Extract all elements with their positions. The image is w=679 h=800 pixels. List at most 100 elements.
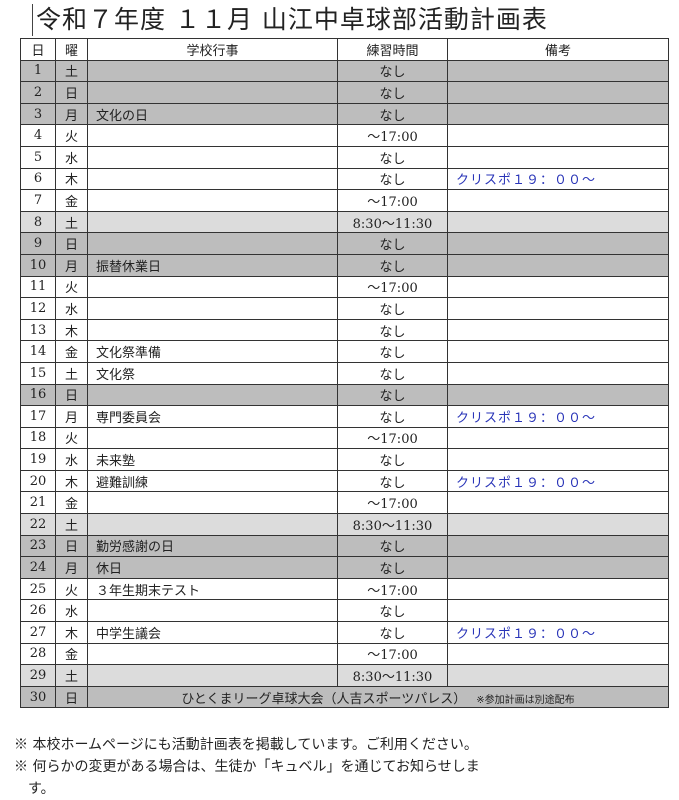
day-cell: 22: [20, 513, 56, 536]
weekday-cell: 土: [55, 210, 88, 234]
practice-time-cell: ～17:00: [337, 275, 448, 299]
table-row: 23 日勤労感謝の日 なし: [20, 534, 669, 558]
remarks-cell: [447, 513, 669, 536]
weekday-cell: 火: [55, 275, 88, 299]
remarks-cell: [447, 210, 669, 234]
day-cell: 13: [20, 318, 56, 342]
event-cell: [87, 275, 338, 299]
practice-time-cell: ～17:00: [337, 124, 448, 147]
footnotes: ※ 本校ホームページにも活動計画表を掲載しています。ご利用ください。 ※ 何らか…: [14, 734, 480, 800]
day-cell: 9: [20, 232, 56, 255]
table-row: 14 金文化祭準備 なし: [20, 340, 669, 363]
practice-time-cell: なし: [337, 556, 448, 579]
practice-time-cell: なし: [337, 297, 448, 320]
day-cell: 28: [20, 642, 56, 666]
event-cell: 振替休業日: [87, 253, 338, 277]
table-row: 13 木 なし: [20, 318, 669, 342]
table-row: 20 木避難訓練 なし クリスポ１９：００～: [20, 469, 669, 493]
small-note: ※参加計画は別途配布: [476, 694, 575, 706]
day-cell: 1: [20, 59, 56, 83]
remarks-cell: [447, 59, 669, 83]
day-cell: 18: [20, 426, 56, 450]
event-cell: [87, 124, 338, 147]
table-row: 24 月休日 なし: [20, 556, 669, 579]
event-cell: 休日: [87, 556, 338, 579]
weekday-cell: 木: [55, 318, 88, 342]
table-row: 30 日 ひとくまリーグ卓球大会（人吉スポーツパレス） ※参加計画は別途配布: [20, 685, 669, 709]
weekday-cell: 水: [55, 145, 88, 169]
day-cell: 4: [20, 124, 56, 147]
event-cell: [87, 59, 338, 83]
table-row: 9 日 なし: [20, 232, 669, 255]
event-cell: [87, 189, 338, 212]
weekday-cell: 土: [55, 361, 88, 385]
day-cell: 24: [20, 556, 56, 579]
practice-time-cell: なし: [337, 469, 448, 493]
remarks-cell: [447, 383, 669, 407]
table-row: 22 土 8:30～11:30: [20, 513, 669, 536]
day-cell: 11: [20, 275, 56, 299]
table-row: 19 水未来塾 なし: [20, 448, 669, 471]
event-cell: 専門委員会: [87, 405, 338, 428]
weekday-cell: 月: [55, 253, 88, 277]
event-cell: 文化祭: [87, 361, 338, 385]
event-cell: [87, 145, 338, 169]
practice-time-cell: なし: [337, 59, 448, 83]
practice-time-cell: ～17:00: [337, 189, 448, 212]
event-cell: [87, 81, 338, 104]
remarks-cell: [447, 189, 669, 212]
weekday-cell: 日: [55, 685, 88, 709]
remarks-cell: [447, 491, 669, 515]
weekday-cell: 土: [55, 59, 88, 83]
remarks-cell: [447, 102, 669, 126]
table-row: 4 火 ～17:00: [20, 124, 669, 147]
practice-time-cell: ～17:00: [337, 642, 448, 666]
day-cell: 21: [20, 491, 56, 515]
weekday-cell: 月: [55, 102, 88, 126]
remarks-cell: クリスポ１９：００～: [447, 621, 669, 644]
practice-time-cell: なし: [337, 81, 448, 104]
weekday-cell: 日: [55, 232, 88, 255]
remarks-cell: [447, 642, 669, 666]
practice-time-cell: なし: [337, 448, 448, 471]
practice-time-cell: ～17:00: [337, 426, 448, 450]
day-cell: 26: [20, 599, 56, 623]
remarks-cell: クリスポ１９：００～: [447, 405, 669, 428]
event-cell: 未来塾: [87, 448, 338, 471]
table-row: 26 水 なし: [20, 599, 669, 623]
remarks-cell: [447, 145, 669, 169]
weekday-cell: 金: [55, 340, 88, 363]
remarks-cell: [447, 81, 669, 104]
table-header-row: 日 曜 学校行事 練習時間 備考: [20, 38, 669, 61]
event-cell: [87, 167, 338, 191]
remarks-cell: [447, 361, 669, 385]
remarks-cell: [447, 577, 669, 601]
table-row: 18 火 ～17:00: [20, 426, 669, 450]
event-cell: 文化の日: [87, 102, 338, 126]
day-cell: 27: [20, 621, 56, 644]
table-row: 11 火 ～17:00: [20, 275, 669, 299]
practice-time-cell: 8:30～11:30: [337, 664, 448, 687]
weekday-cell: 土: [55, 664, 88, 687]
event-cell: [87, 383, 338, 407]
practice-time-cell: なし: [337, 599, 448, 623]
weekday-cell: 水: [55, 599, 88, 623]
table-row: 2 日 なし: [20, 81, 669, 104]
remarks-cell: [447, 297, 669, 320]
remarks-cell: [447, 664, 669, 687]
table-row: 6 木 なし クリスポ１９：００～: [20, 167, 669, 191]
table-row: 8 土 8:30～11:30: [20, 210, 669, 234]
practice-time-cell: なし: [337, 361, 448, 385]
remarks-cell: [447, 556, 669, 579]
weekday-cell: 木: [55, 621, 88, 644]
footnote: ※ 本校ホームページにも活動計画表を掲載しています。ご利用ください。: [14, 737, 478, 753]
event-cell: [87, 664, 338, 687]
weekday-cell: 日: [55, 534, 88, 558]
remarks-cell: [447, 124, 669, 147]
event-cell: 避難訓練: [87, 469, 338, 493]
day-cell: 8: [20, 210, 56, 234]
table-row: 5 水 なし: [20, 145, 669, 169]
weekday-cell: 月: [55, 556, 88, 579]
table-row: 3 月文化の日 なし: [20, 102, 669, 126]
practice-time-cell: 8:30～11:30: [337, 513, 448, 536]
